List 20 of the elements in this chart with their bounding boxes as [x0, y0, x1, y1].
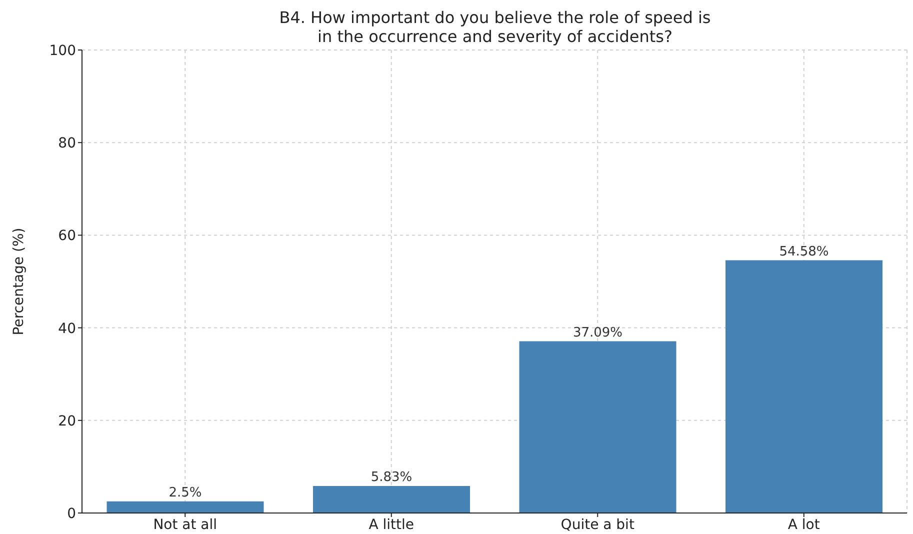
y-tick-label: 20 — [58, 413, 76, 430]
bar — [313, 486, 470, 513]
data-label: 2.5% — [168, 485, 202, 500]
x-tick-label: Not at all — [153, 516, 218, 533]
data-label: 5.83% — [370, 470, 412, 486]
y-axis-title: Percentage (%) — [10, 228, 27, 336]
y-tick-label: 60 — [58, 228, 76, 244]
bar — [519, 341, 676, 513]
chart-title: B4. How important do you believe the role of speed is in the occurrence and severity of accidents? — [278, 8, 712, 46]
y-tick-label: 0 — [67, 506, 76, 522]
x-tick-label: Quite a bit — [560, 516, 635, 533]
y-tick-label: 100 — [49, 42, 76, 59]
bar — [106, 501, 264, 513]
x-tick-label: A lot — [788, 516, 820, 533]
bar — [726, 260, 882, 513]
y-tick-label: 40 — [58, 320, 76, 337]
y-tick-label: 80 — [58, 136, 76, 152]
data-label: 54.58% — [779, 244, 829, 260]
data-label: 37.09% — [572, 325, 623, 340]
x-tick-label: A little — [368, 516, 414, 533]
